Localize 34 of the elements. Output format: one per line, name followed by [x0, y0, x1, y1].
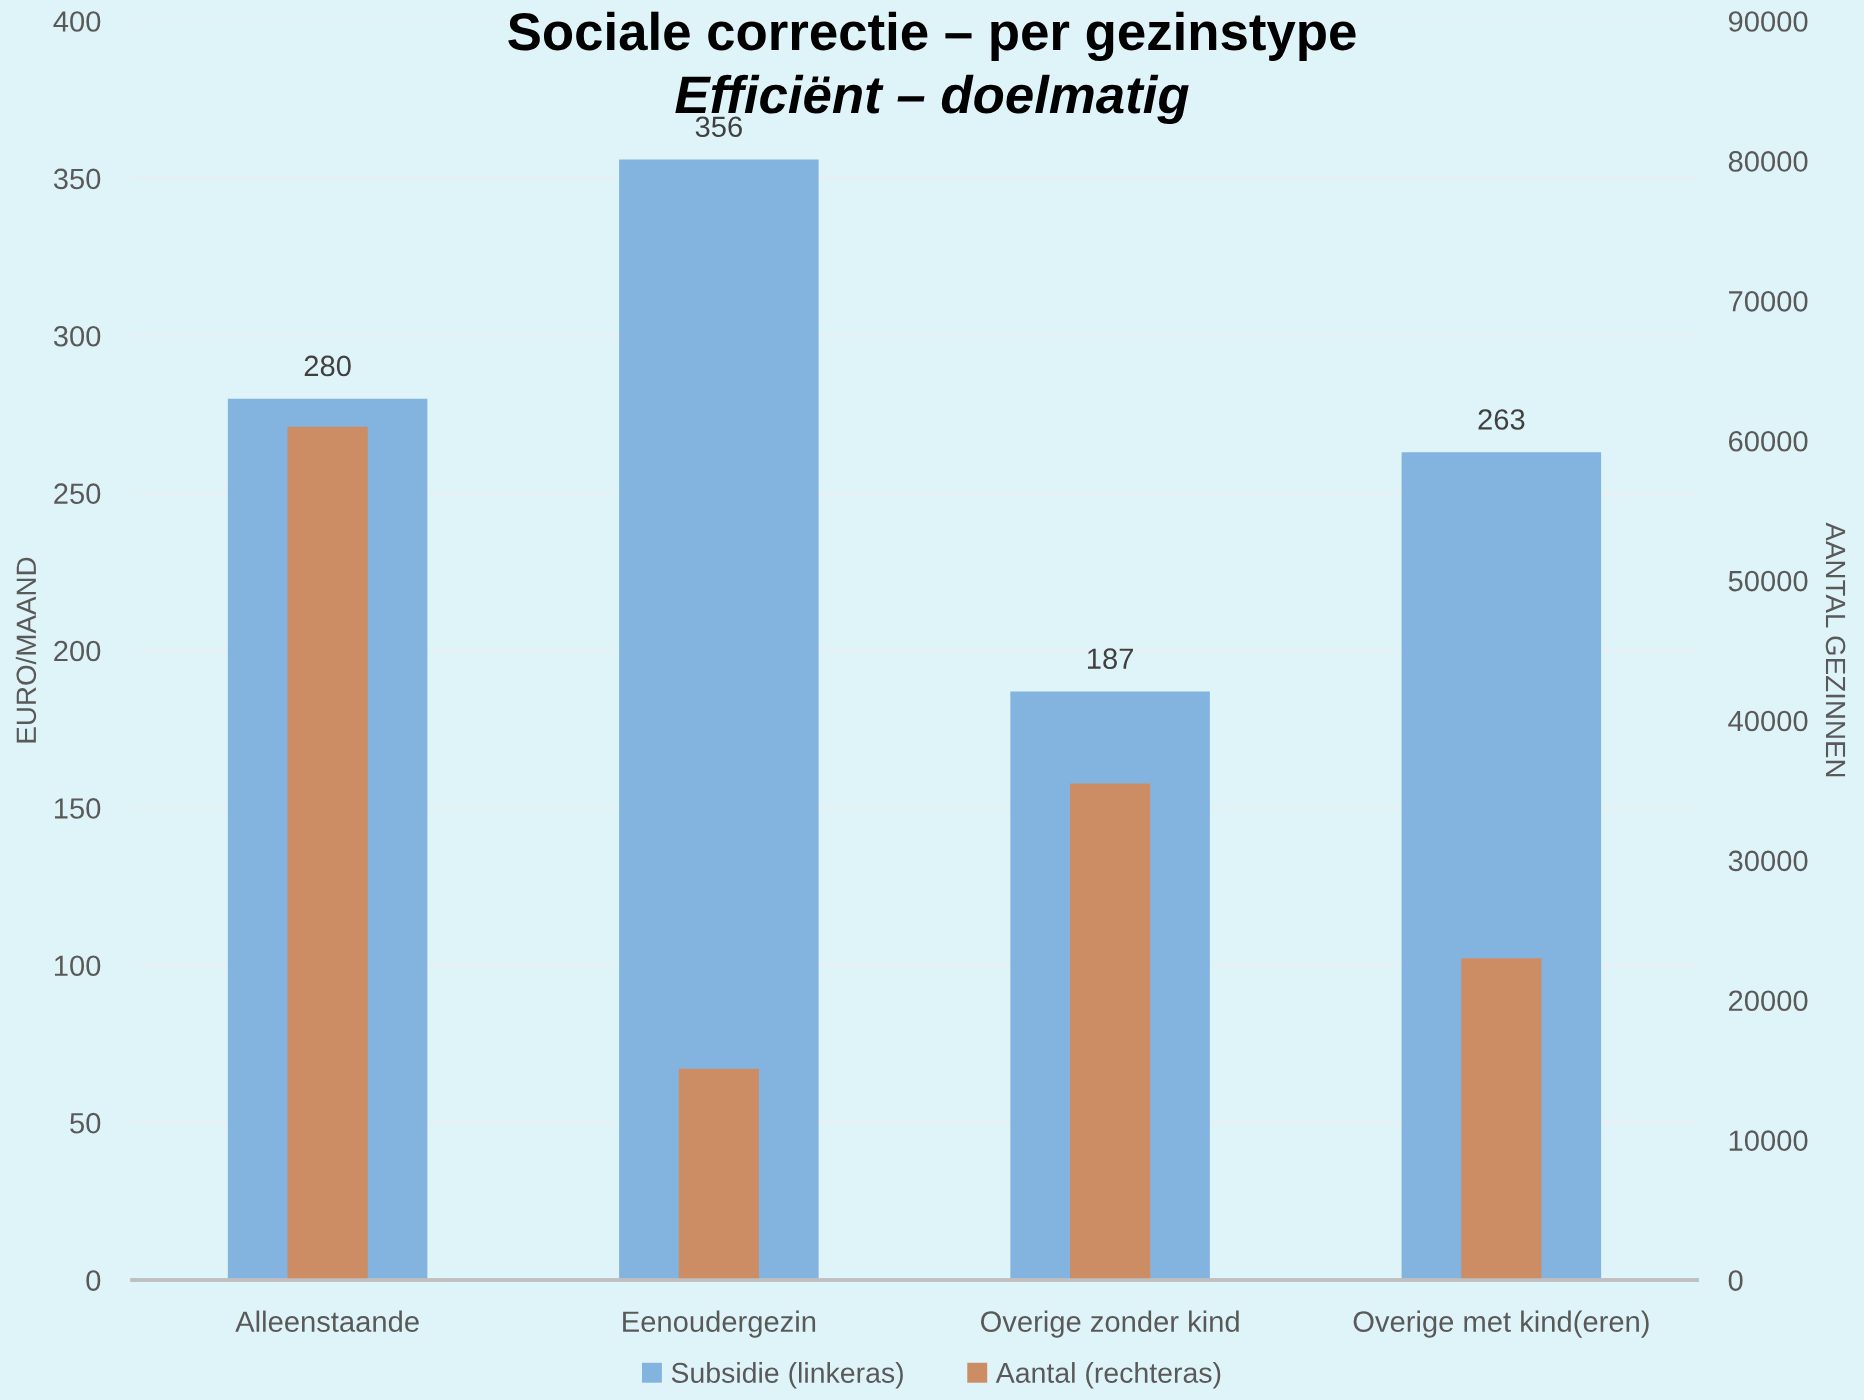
y-tick-label: 200: [54, 640, 101, 662]
data-label: 187: [1088, 648, 1133, 669]
y2-tick-label: 50000: [1728, 570, 1808, 592]
y2-axis-title: AANTAL GEZINNEN: [1825, 522, 1846, 777]
y-tick-label: 350: [53, 168, 101, 190]
y-tick-label: 100: [54, 955, 101, 977]
y2-tick-label: 40000: [1728, 710, 1808, 732]
x-tick-label: Overige zonder kind: [980, 1310, 1239, 1338]
bar: [1461, 958, 1542, 1281]
x-tick-label: Overige met kind(eren): [1353, 1310, 1649, 1338]
y2-tick-label: 0: [1728, 1270, 1743, 1291]
y2-tick-label: 70000: [1729, 290, 1808, 312]
y-tick-label: 150: [54, 798, 101, 819]
y-tick-label: 0: [86, 1270, 101, 1291]
y2-tick-label: 20000: [1729, 990, 1808, 1012]
chart-title: Sociale correctie – per gezinstype: [508, 11, 1356, 62]
y2-tick-label: 80000: [1728, 151, 1808, 172]
y-axis-title: EURO/MAAND: [15, 557, 37, 743]
x-tick-label: Eenoudergezin: [623, 1310, 816, 1338]
legend-label: Subsidie (linkeras): [671, 1362, 903, 1389]
y-tick-label: 50: [70, 1112, 101, 1134]
y2-tick-label: 10000: [1729, 1130, 1808, 1151]
x-tick-label: Alleenstaande: [235, 1310, 419, 1332]
bar: [678, 1068, 759, 1281]
legend-label: Aantal (rechteras): [995, 1362, 1221, 1389]
y2-tick-label: 90000: [1728, 11, 1808, 32]
y-tick-label: 400: [53, 11, 101, 32]
y2-tick-label: 30000: [1728, 850, 1808, 872]
y-tick-label: 300: [53, 325, 101, 347]
y2-tick-label: 60000: [1729, 430, 1808, 452]
y-tick-label: 250: [54, 483, 101, 504]
data-label: 280: [304, 355, 351, 377]
data-label: 263: [1478, 409, 1525, 430]
bar: [619, 159, 819, 1281]
